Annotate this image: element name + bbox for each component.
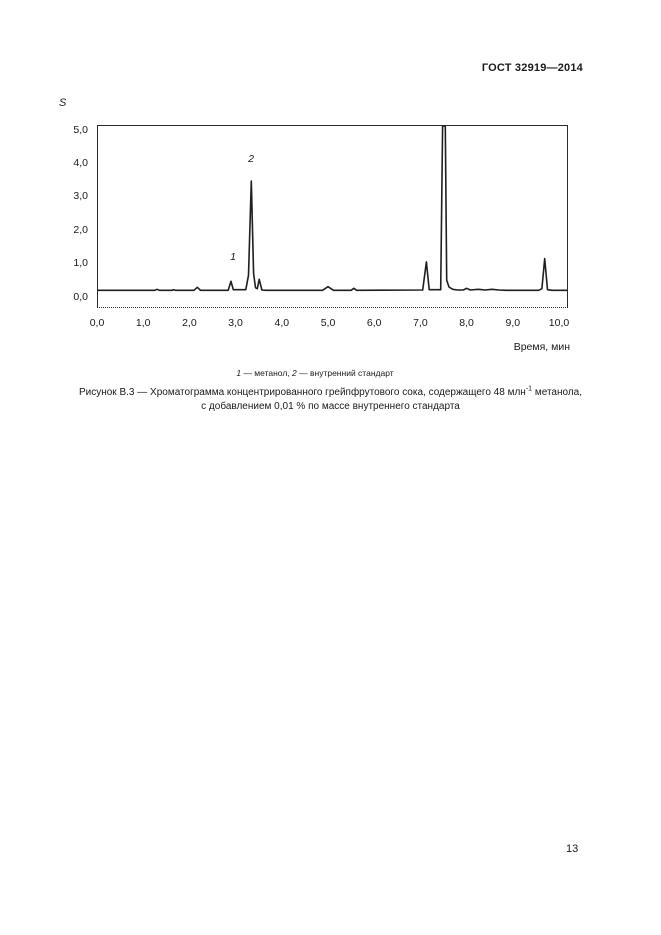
- y-tick-label: 1,0: [73, 257, 88, 270]
- figure-caption-line1-post: метанола,: [532, 387, 583, 398]
- peak-label-1: 1: [230, 251, 236, 263]
- trace-line: [97, 125, 568, 292]
- y-tick-label: 0,0: [73, 290, 88, 303]
- y-axis-title: S: [59, 97, 67, 109]
- chromatogram-plot: [97, 125, 568, 308]
- legend-peak2-number: 2: [292, 368, 297, 378]
- x-tick-label: 9,0: [505, 317, 521, 329]
- legend-peak2-text: — внутренний стандарт: [296, 368, 394, 378]
- x-tick-label: 4,0: [274, 317, 290, 329]
- figure-legend: 1 — метанол, 2 — внутренний стандарт: [0, 368, 630, 379]
- x-axis-title: Время, мин: [513, 341, 570, 353]
- legend-peak1-number: 1: [236, 368, 242, 378]
- x-tick-label: 7,0: [413, 317, 428, 329]
- peak-label-2: 2: [248, 153, 254, 165]
- x-tick-label: 6,0: [366, 317, 382, 329]
- x-tick-label: 10,0: [548, 317, 570, 329]
- y-tick-label: 2,0: [73, 223, 88, 236]
- x-tick-label: 0,0: [89, 317, 105, 329]
- figure-caption: Рисунок В.3 — Хроматограмма концентриров…: [20, 386, 641, 413]
- y-tick-label: 4,0: [73, 156, 88, 169]
- document-header: ГОСТ 32919—2014: [481, 62, 583, 74]
- x-tick-label: 3,0: [228, 317, 243, 329]
- x-tick-label: 1,0: [135, 317, 151, 329]
- figure-caption-line2: с добавлением 0,01 % по массе внутреннег…: [201, 400, 460, 412]
- x-tick-label: 5,0: [320, 317, 336, 329]
- figure-caption-line1-pre: Рисунок В.3 — Хроматограмма концентриров…: [78, 387, 526, 398]
- legend-peak1-text: — метанол,: [241, 368, 293, 378]
- page-number: 13: [566, 843, 579, 855]
- chromatogram-trace: [97, 125, 568, 292]
- x-tick-label: 2,0: [182, 317, 197, 329]
- y-tick-label: 5,0: [73, 123, 88, 136]
- figure-caption-superscript: -1: [525, 385, 533, 393]
- x-tick-label: 8,0: [459, 317, 474, 329]
- y-tick-label: 3,0: [73, 190, 88, 203]
